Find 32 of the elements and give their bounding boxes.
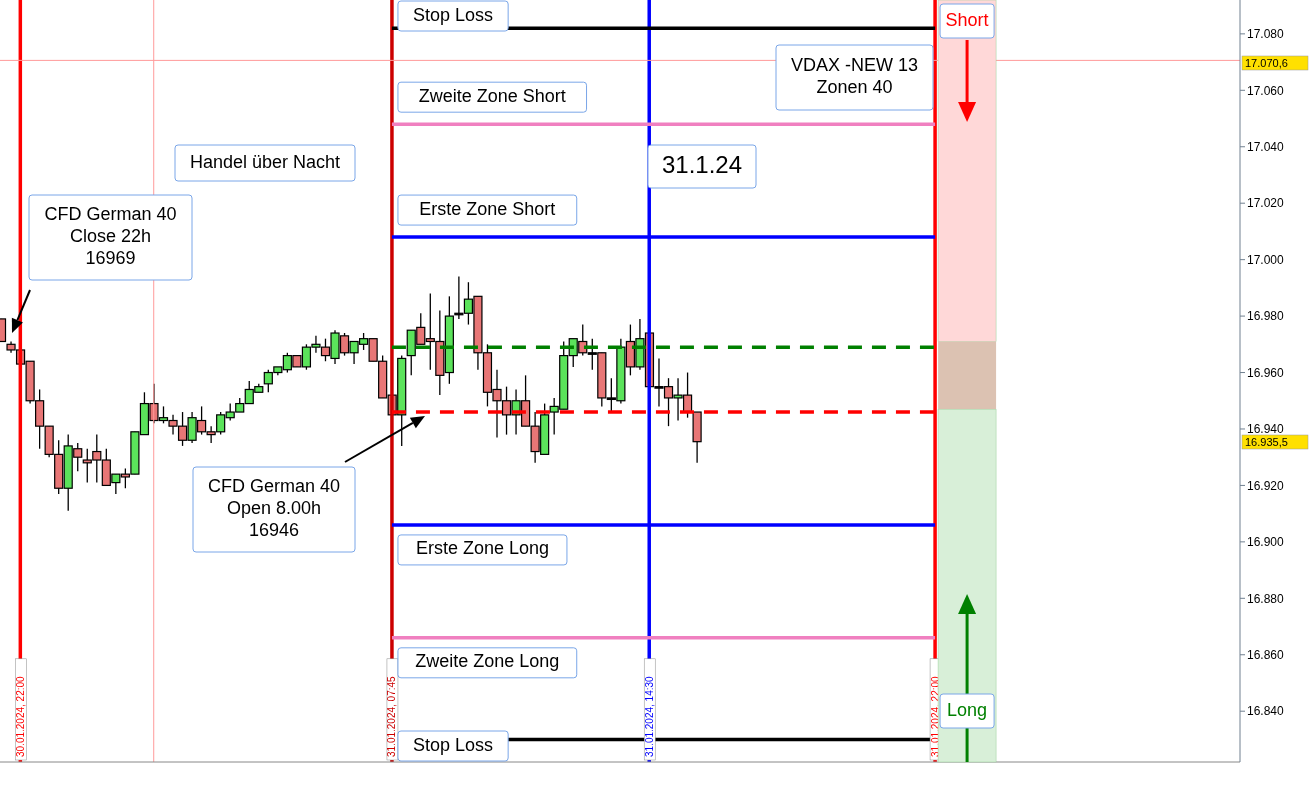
y-tick-label: 17.000 [1247,252,1285,267]
annotation: Handel über Nacht [189,151,341,172]
y-tick-label: 17.020 [1247,196,1285,211]
annotation: VDAX -NEW 13 Zonen 40 [790,55,919,97]
y-tick-label: 16.880 [1247,591,1285,606]
x-tick-label: 31.01.2024, 07:45 [386,675,398,757]
y-tick-label: 16.840 [1247,704,1285,719]
y-tick-label: 16.940 [1247,422,1285,437]
x-tick-label: 30.01.2024, 22:00 [14,675,26,757]
x-tick-label: 31.01.2024, 14:30 [643,675,655,757]
band-label: Long [947,699,988,720]
y-tick-label: 16.960 [1247,365,1285,380]
band-label: Short [945,9,989,30]
y-tick-label: 17.080 [1247,27,1285,42]
y-tick-label: 16.860 [1247,648,1285,663]
y-tick-label: 16.980 [1247,309,1285,324]
ref-line-label: Erste Zone Short [419,198,556,219]
y-tick-label: 17.060 [1247,83,1285,98]
y-tick-label: 17.040 [1247,140,1285,155]
annotation: 31.1.24 [661,150,743,178]
text: 16.935,5 [1245,436,1288,448]
annotation: CFD German 40 Open 8.00h 16946 [207,476,341,540]
ref-line-label: Erste Zone Long [415,538,549,559]
ref-line-label: Zweite Zone Long [415,651,560,672]
y-tick-label: 16.920 [1247,478,1285,493]
ref-line-label: Zweite Zone Short [418,85,566,106]
text: 17.070,6 [1245,57,1288,69]
y-tick-label: 16.900 [1247,535,1285,550]
x-tick-label: 31.01.2024, 22:00 [929,675,941,757]
ref-line-label: Stop Loss [413,4,494,25]
ref-line-label: Stop Loss [413,734,494,755]
annotation: CFD German 40 Close 22h 16969 [44,204,177,268]
